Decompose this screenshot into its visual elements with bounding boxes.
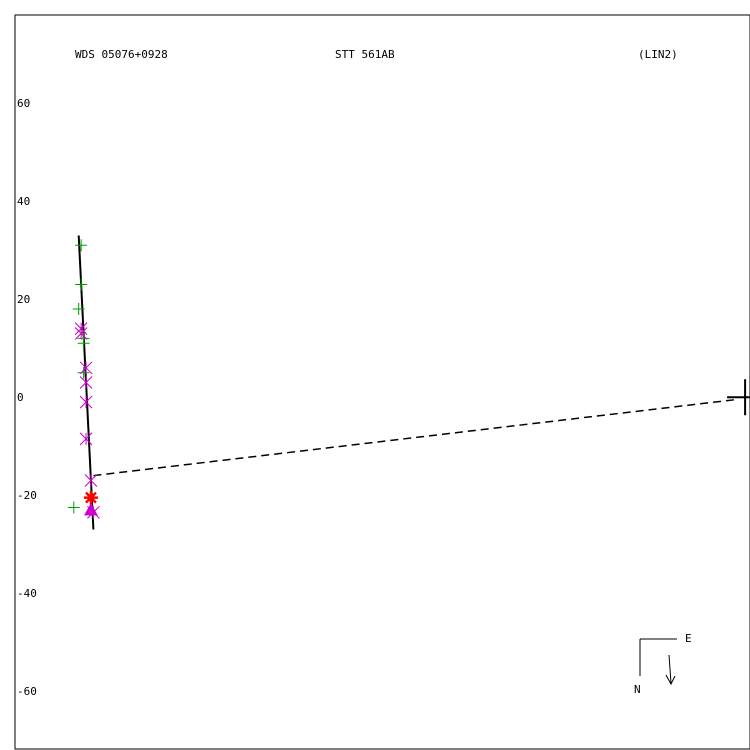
header-reference: (LIN2) [638,48,678,61]
highlight-star-marker [83,490,98,505]
motion-arrow-icon [665,654,676,686]
y-tick-label: 60 [17,97,30,110]
asterisk-marker [79,361,93,375]
plus-marker [75,239,88,252]
asterisk-marker [84,474,98,487]
asterisk-marker [79,395,93,409]
y-tick-label: -40 [17,587,37,600]
asterisk-marker [74,327,88,340]
plus-marker [75,278,88,291]
observation-markers [67,239,100,519]
header-pair-name: STT 561AB [335,48,395,61]
plus-marker [67,501,80,514]
header-wds-id: WDS 05076+0928 [75,48,168,61]
y-tick-label: 40 [17,195,30,208]
periastron-dashed-line [93,398,736,477]
y-tick-label: -20 [17,489,37,502]
y-tick-label: 0 [17,391,24,404]
plus-marker [77,366,90,379]
asterisk-marker [79,376,93,389]
asterisk-marker [79,432,93,446]
plus-marker [72,303,85,315]
plus-marker [77,337,90,350]
compass-north-label: N [634,683,641,696]
y-axis-ticks: 60 40 20 0 -20 -40 -60 [17,97,37,698]
compass-east-label: E [685,632,692,645]
primary-cross [727,379,750,416]
primary-star-marker [727,379,750,416]
orbit-lines [77,235,736,530]
triangle-marker [84,502,98,516]
y-tick-label: 20 [17,293,30,306]
compass: E N [634,632,692,696]
y-tick-label: -60 [17,685,37,698]
plot-frame [14,14,750,750]
